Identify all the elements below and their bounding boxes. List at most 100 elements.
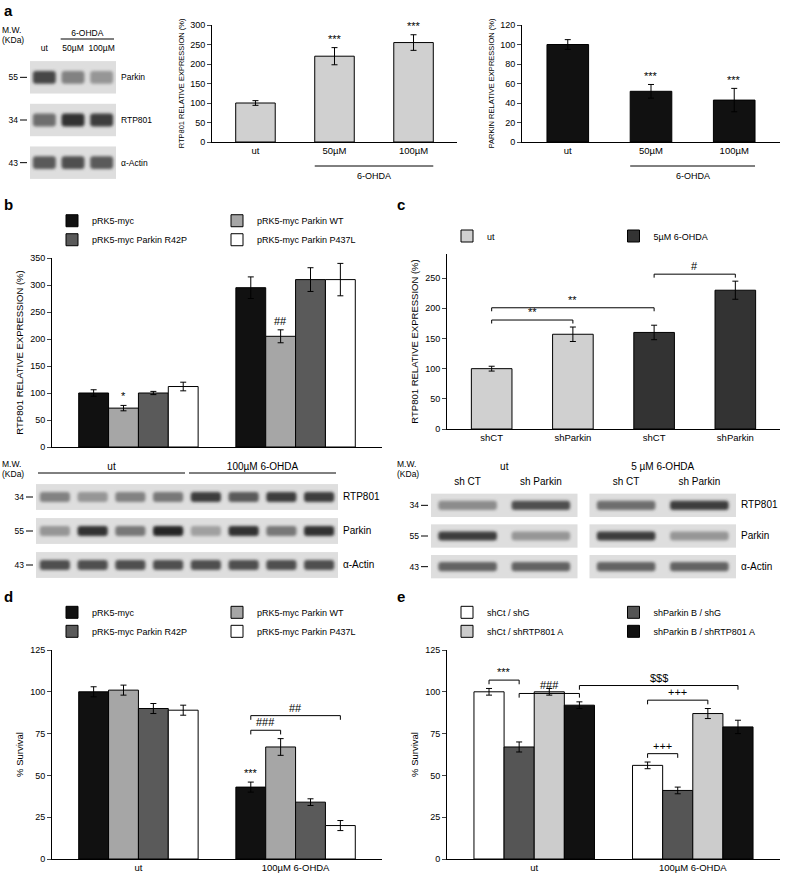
svg-text:RTP801: RTP801	[121, 115, 152, 125]
svg-text:0: 0	[40, 854, 45, 864]
svg-text:(KDa): (KDa)	[397, 469, 419, 479]
svg-text:Parkin: Parkin	[121, 72, 145, 82]
svg-text:***: ***	[497, 666, 511, 678]
svg-text:6-OHDA: 6-OHDA	[71, 28, 103, 38]
svg-text:**: **	[528, 306, 537, 318]
svg-text:ut: ut	[500, 461, 509, 472]
svg-text:pRK5-myc: pRK5-myc	[92, 216, 135, 226]
svg-text:sh CT: sh CT	[454, 476, 481, 487]
svg-text:(KDa): (KDa)	[2, 35, 24, 45]
svg-text:pRK5-myc Parkin P437L: pRK5-myc Parkin P437L	[257, 627, 356, 637]
svg-text:120: 120	[500, 20, 515, 30]
svg-text:150: 150	[30, 361, 45, 371]
svg-text:43: 43	[15, 560, 25, 570]
svg-text:75: 75	[430, 729, 440, 739]
svg-text:RTP801 RELATIVE EXPRESSION (%): RTP801 RELATIVE EXPRESSION (%)	[177, 18, 186, 148]
svg-text:***: ***	[328, 33, 342, 45]
svg-text:***: ***	[727, 74, 741, 86]
svg-text:150: 150	[425, 334, 440, 344]
svg-text:% Survival: % Survival	[409, 732, 420, 777]
svg-text:55: 55	[9, 72, 19, 82]
svg-text:5 µM 6-OHDA: 5 µM 6-OHDA	[631, 461, 694, 472]
svg-text:α-Actin: α-Actin	[741, 561, 772, 572]
svg-text:##: ##	[289, 702, 302, 714]
svg-text:150: 150	[190, 79, 205, 89]
svg-text:250: 250	[190, 40, 205, 50]
svg-text:25: 25	[35, 812, 45, 822]
svg-text:250: 250	[30, 307, 45, 317]
svg-text:34: 34	[9, 115, 19, 125]
svg-text:sh CT: sh CT	[613, 476, 640, 487]
svg-text:shParkin B / shG: shParkin B / shG	[654, 608, 722, 618]
svg-text:125: 125	[30, 645, 45, 655]
svg-text:40: 40	[505, 98, 515, 108]
svg-text:+++: +++	[668, 686, 687, 698]
svg-text:ut: ut	[530, 862, 538, 873]
svg-text:5µM 6-OHDA: 5µM 6-OHDA	[654, 232, 708, 242]
svg-text:34: 34	[15, 492, 25, 502]
svg-text:50: 50	[195, 118, 205, 128]
svg-text:pRK5-myc Parkin R42P: pRK5-myc Parkin R42P	[92, 235, 187, 245]
svg-text:ut: ut	[564, 145, 572, 156]
svg-text:M.W.: M.W.	[397, 459, 416, 469]
svg-text:pRK5-myc Parkin WT: pRK5-myc Parkin WT	[257, 608, 344, 618]
svg-text:100µM: 100µM	[399, 145, 428, 156]
svg-text:***: ***	[644, 70, 658, 82]
svg-text:shParkin: shParkin	[554, 432, 591, 443]
svg-text:+++: +++	[653, 740, 672, 752]
svg-text:shCT: shCT	[643, 432, 666, 443]
svg-text:pRK5-myc Parkin R42P: pRK5-myc Parkin R42P	[92, 627, 187, 637]
svg-text:100: 100	[425, 364, 440, 374]
svg-text:43: 43	[9, 158, 19, 168]
svg-text:80: 80	[505, 59, 515, 69]
svg-text:25: 25	[430, 812, 440, 822]
svg-text:pRK5-myc Parkin WT: pRK5-myc Parkin WT	[257, 216, 344, 226]
svg-text:ut: ut	[41, 43, 49, 53]
svg-text:200: 200	[190, 59, 205, 69]
svg-text:###: ###	[540, 679, 559, 691]
svg-text:###: ###	[256, 716, 275, 728]
svg-text:#: #	[691, 260, 698, 272]
svg-text:6-OHDA: 6-OHDA	[676, 171, 710, 181]
svg-text:##: ##	[274, 315, 287, 327]
svg-text:RTP801: RTP801	[741, 499, 778, 510]
svg-text:RTP801 RELATIVE EXPRESSION (%): RTP801 RELATIVE EXPRESSION (%)	[409, 259, 420, 423]
svg-text:100µM: 100µM	[89, 43, 115, 53]
svg-text:100: 100	[30, 687, 45, 697]
svg-text:RTP801 RELATIVE EXPRESSION (%): RTP801 RELATIVE EXPRESSION (%)	[14, 270, 25, 434]
svg-text:0: 0	[200, 137, 205, 147]
svg-text:50: 50	[430, 394, 440, 404]
svg-text:55: 55	[410, 531, 420, 541]
svg-text:shParkin: shParkin	[717, 432, 754, 443]
svg-text:RTP801: RTP801	[343, 491, 380, 502]
svg-text:55: 55	[15, 526, 25, 536]
svg-text:M.W.: M.W.	[2, 25, 21, 35]
svg-text:shCt / shRTP801 A: shCt / shRTP801 A	[487, 627, 563, 637]
svg-text:100: 100	[190, 98, 205, 108]
svg-text:0: 0	[40, 442, 45, 452]
svg-text:100: 100	[425, 687, 440, 697]
svg-text:Parkin: Parkin	[343, 525, 371, 536]
svg-text:ut: ut	[252, 145, 260, 156]
svg-text:125: 125	[425, 645, 440, 655]
svg-text:sh Parkin: sh Parkin	[679, 476, 721, 487]
svg-text:300: 300	[30, 280, 45, 290]
svg-text:43: 43	[410, 562, 420, 572]
svg-text:250: 250	[425, 273, 440, 283]
svg-text:50µM: 50µM	[639, 145, 663, 156]
svg-text:100µM: 100µM	[720, 145, 749, 156]
svg-text:0: 0	[510, 137, 515, 147]
svg-text:350: 350	[30, 253, 45, 263]
svg-text:0: 0	[435, 424, 440, 434]
svg-text:M.W.: M.W.	[2, 459, 21, 469]
svg-text:100µM 6-OHDA: 100µM 6-OHDA	[262, 862, 330, 873]
svg-text:pRK5-myc: pRK5-myc	[92, 608, 135, 618]
svg-text:34: 34	[410, 500, 420, 510]
svg-text:50: 50	[35, 771, 45, 781]
svg-text:pRK5-myc Parkin P437L: pRK5-myc Parkin P437L	[257, 235, 356, 245]
svg-text:100µM 6-OHDA: 100µM 6-OHDA	[659, 862, 727, 873]
svg-text:shCT: shCT	[480, 432, 503, 443]
svg-text:PARKIN RELATIVE EXPRESSION (%): PARKIN RELATIVE EXPRESSION (%)	[487, 18, 496, 148]
svg-text:α-Actin: α-Actin	[121, 158, 148, 168]
svg-text:50: 50	[35, 415, 45, 425]
